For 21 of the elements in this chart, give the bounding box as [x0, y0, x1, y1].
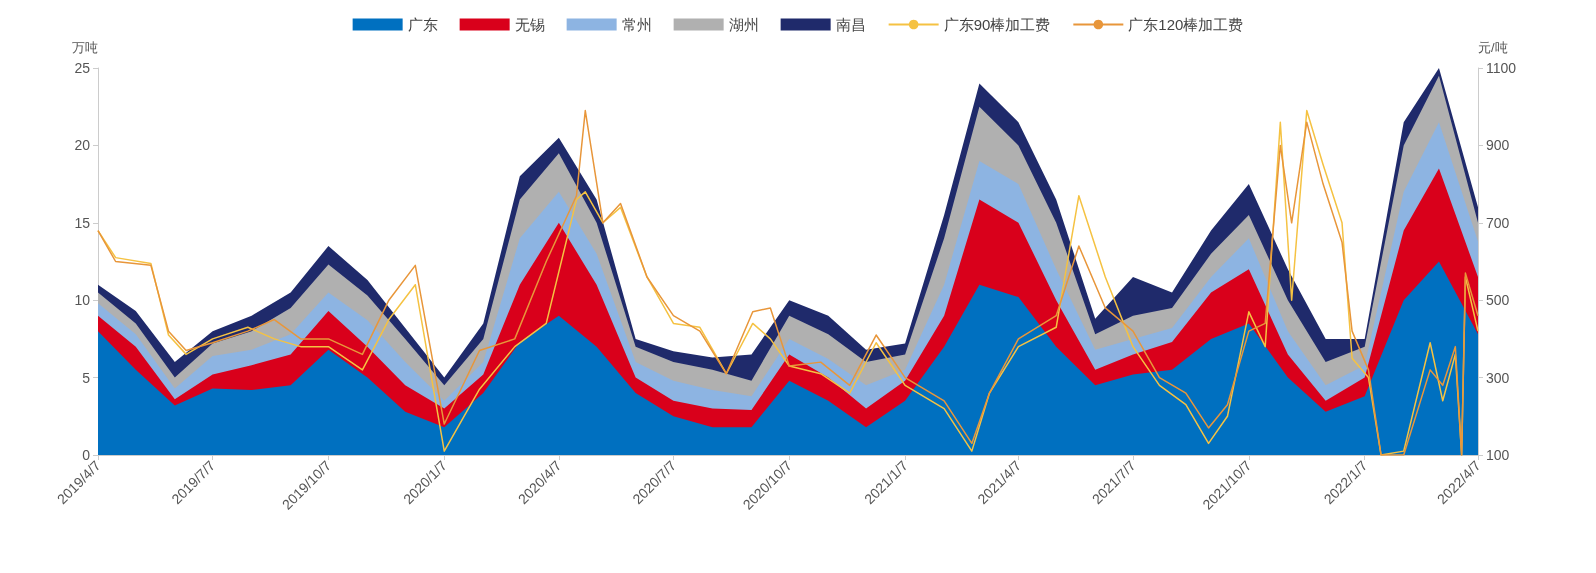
legend-label: 广东120棒加工费: [1128, 16, 1244, 33]
y-tick-label: 0: [82, 447, 91, 463]
y-tick-label: 20: [74, 137, 91, 154]
y-tick-label: 5: [82, 369, 91, 386]
y2-tick-label: 900: [1486, 137, 1510, 154]
legend-label: 无锡: [514, 16, 545, 33]
y2-axis-title: 元/吨: [1478, 40, 1508, 55]
y2-tick-label: 300: [1486, 369, 1510, 386]
y2-tick-label: 1100: [1486, 60, 1517, 76]
legend-label: 广东: [407, 16, 438, 33]
legend-label: 广东90棒加工费: [943, 16, 1051, 33]
y2-tick-label: 100: [1486, 447, 1510, 463]
y-tick-label: 15: [74, 214, 91, 231]
y-tick-label: 25: [74, 60, 91, 76]
legend-label: 南昌: [835, 16, 866, 33]
y2-tick-label: 500: [1486, 292, 1510, 309]
legend-label: 湖州: [728, 16, 759, 33]
y2-tick-label: 700: [1486, 214, 1510, 231]
y-tick-label: 10: [74, 292, 91, 309]
legend-label: 常州: [621, 16, 652, 33]
y-axis-title: 万吨: [72, 40, 98, 55]
